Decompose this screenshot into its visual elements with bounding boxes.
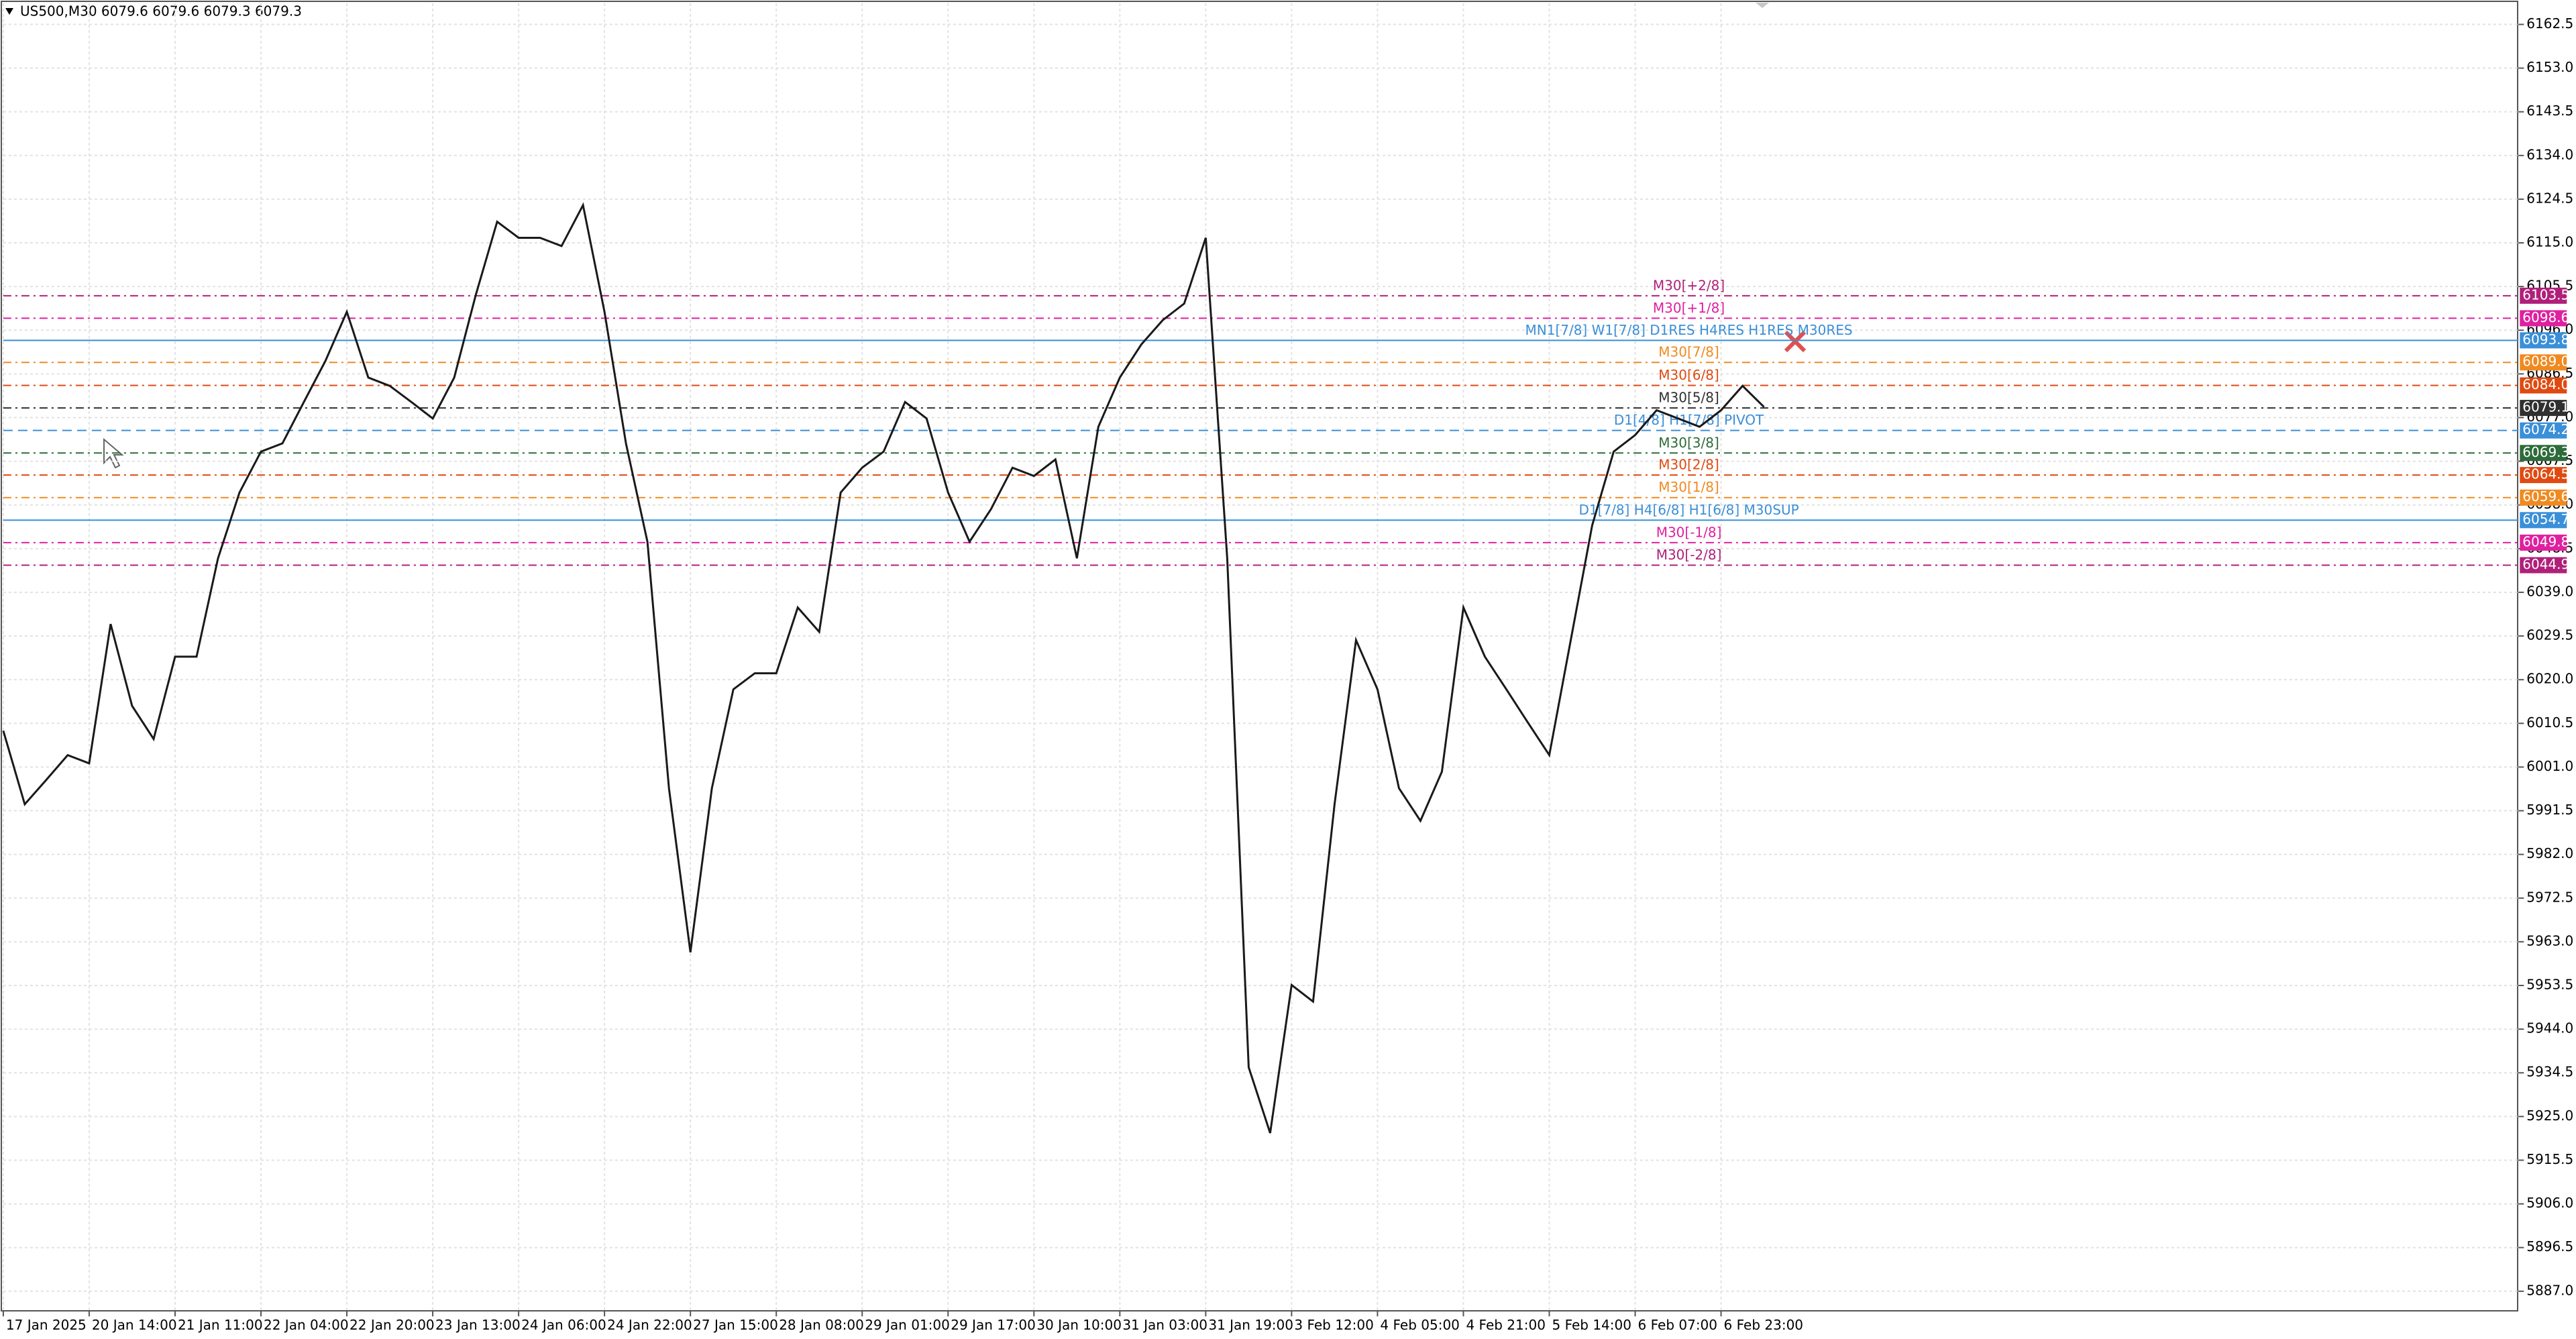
x-tick-label: 20 Jan 14:00 xyxy=(92,1317,177,1333)
x-tick-label: 4 Feb 21:00 xyxy=(1466,1317,1546,1333)
level-name: M30[6/8] xyxy=(1658,367,1719,383)
close-mark[interactable] xyxy=(1784,330,1807,353)
level-name: M30[3/8] xyxy=(1658,435,1719,451)
price-tag xyxy=(2520,354,2567,371)
price-tag-label: 6074.2 xyxy=(2522,421,2569,437)
price-tag xyxy=(2520,287,2567,304)
y-tick-label: 5906.0 xyxy=(2526,1195,2573,1211)
y-tick-label: 5982.0 xyxy=(2526,845,2573,861)
x-tick-label: 29 Jan 17:00 xyxy=(951,1317,1036,1333)
y-tick-label: 5944.0 xyxy=(2526,1020,2573,1036)
x-tick-label: 3 Feb 12:00 xyxy=(1294,1317,1374,1333)
price-tag-label: 6098.6 xyxy=(2522,309,2569,325)
x-tick-label: 24 Jan 06:00 xyxy=(521,1317,606,1333)
price-tag-label: 6089.0 xyxy=(2522,354,2569,370)
y-tick-label: 6124.5 xyxy=(2526,190,2573,206)
y-tick-label: 5896.5 xyxy=(2526,1238,2573,1254)
price-tag xyxy=(2520,557,2567,574)
price-tag xyxy=(2520,422,2567,439)
y-tick-label: 6153.0 xyxy=(2526,59,2573,75)
y-tick-label: 6162.5 xyxy=(2526,15,2573,32)
price-tag-label: 6049.8 xyxy=(2522,533,2569,549)
price-tag xyxy=(2520,332,2567,349)
price-tag xyxy=(2520,310,2567,327)
y-tick-label: 5934.5 xyxy=(2526,1064,2573,1080)
x-tick-label: 29 Jan 01:00 xyxy=(865,1317,950,1333)
level-name: M30[-2/8] xyxy=(1656,547,1722,563)
y-tick-label: 5887.0 xyxy=(2526,1282,2573,1298)
x-tick-label: 27 Jan 15:00 xyxy=(693,1317,778,1333)
x-tick-label: 6 Feb 07:00 xyxy=(1638,1317,1718,1333)
y-tick-label: 6001.0 xyxy=(2526,758,2573,774)
x-tick-label: 22 Jan 04:00 xyxy=(264,1317,349,1333)
y-tick-label: 5991.5 xyxy=(2526,802,2573,818)
price-tag xyxy=(2520,377,2567,394)
y-tick-label: 6029.5 xyxy=(2526,627,2573,643)
level-name: M30[2/8] xyxy=(1658,457,1719,473)
level-name: M30[5/8] xyxy=(1658,390,1719,406)
x-tick-label: 31 Jan 19:00 xyxy=(1208,1317,1293,1333)
price-tag-label: 6054.7 xyxy=(2522,511,2569,527)
x-tick-label: 28 Jan 08:00 xyxy=(779,1317,864,1333)
y-tick-label: 6143.5 xyxy=(2526,103,2573,119)
price-tag-label: 6044.9 xyxy=(2522,556,2569,572)
x-tick-label: 17 Jan 2025 xyxy=(6,1317,87,1333)
price-tag-label: 6084.0 xyxy=(2522,376,2569,392)
y-tick-label: 5963.0 xyxy=(2526,932,2573,949)
price-tag-label: 6093.8 xyxy=(2522,331,2569,347)
price-tag xyxy=(2520,534,2567,551)
x-tick-label: 21 Jan 11:00 xyxy=(178,1317,263,1333)
level-name: D1[4/8] H1[7/8] PIVOT xyxy=(1614,412,1764,428)
level-name: M30[+1/8] xyxy=(1653,300,1725,316)
price-tag xyxy=(2520,512,2567,529)
price-tag-label: 6059.6 xyxy=(2522,488,2569,504)
level-name: M30[+2/8] xyxy=(1653,277,1725,293)
price-tag xyxy=(2520,400,2567,417)
chart-title: US500,M30 6079.6 6079.6 6079.3 6079.3 xyxy=(20,3,302,19)
price-tag-label: 6103.5 xyxy=(2522,286,2569,303)
x-tick-label: 22 Jan 20:00 xyxy=(350,1317,435,1333)
plot-frame xyxy=(1,1,2518,1311)
level-name: M30[-1/8] xyxy=(1656,524,1722,540)
shift-marker xyxy=(1756,3,1769,8)
y-tick-label: 6134.0 xyxy=(2526,146,2573,162)
price-tag-label: 6069.3 xyxy=(2522,444,2569,460)
x-tick-label: 30 Jan 10:00 xyxy=(1036,1317,1122,1333)
level-name: MN1[7/8] W1[7/8] D1RES H4RES H1RES M30RE… xyxy=(1525,322,1853,338)
level-name: D1[7/8] H4[6/8] H1[6/8] M30SUP xyxy=(1578,502,1799,518)
x-tick-label: 5 Feb 14:00 xyxy=(1552,1317,1631,1333)
y-tick-label: 5972.5 xyxy=(2526,889,2573,905)
y-tick-label: 6115.0 xyxy=(2526,234,2573,250)
y-tick-label: 6039.0 xyxy=(2526,583,2573,599)
x-tick-label: 24 Jan 22:00 xyxy=(607,1317,692,1333)
y-tick-label: 5915.5 xyxy=(2526,1151,2573,1167)
x-tick-label: 6 Feb 23:00 xyxy=(1724,1317,1804,1333)
x-tick-label: 4 Feb 05:00 xyxy=(1380,1317,1460,1333)
y-tick-label: 5953.5 xyxy=(2526,976,2573,992)
y-tick-label: 6020.0 xyxy=(2526,671,2573,687)
x-tick-label: 23 Jan 13:00 xyxy=(435,1317,521,1333)
menu-arrow[interactable] xyxy=(5,8,13,15)
level-name: M30[7/8] xyxy=(1658,344,1719,360)
y-tick-label: 6010.5 xyxy=(2526,714,2573,731)
price-tag xyxy=(2520,445,2567,462)
price-tag-label: 6079.1 xyxy=(2522,399,2569,415)
level-name: M30[1/8] xyxy=(1658,479,1719,495)
price-line xyxy=(2,202,1765,1134)
x-tick-label: 31 Jan 03:00 xyxy=(1122,1317,1208,1333)
price-tag-label: 6064.5 xyxy=(2522,466,2569,482)
price-tag xyxy=(2520,489,2567,506)
price-tag xyxy=(2520,467,2567,484)
y-tick-label: 5925.0 xyxy=(2526,1108,2573,1124)
